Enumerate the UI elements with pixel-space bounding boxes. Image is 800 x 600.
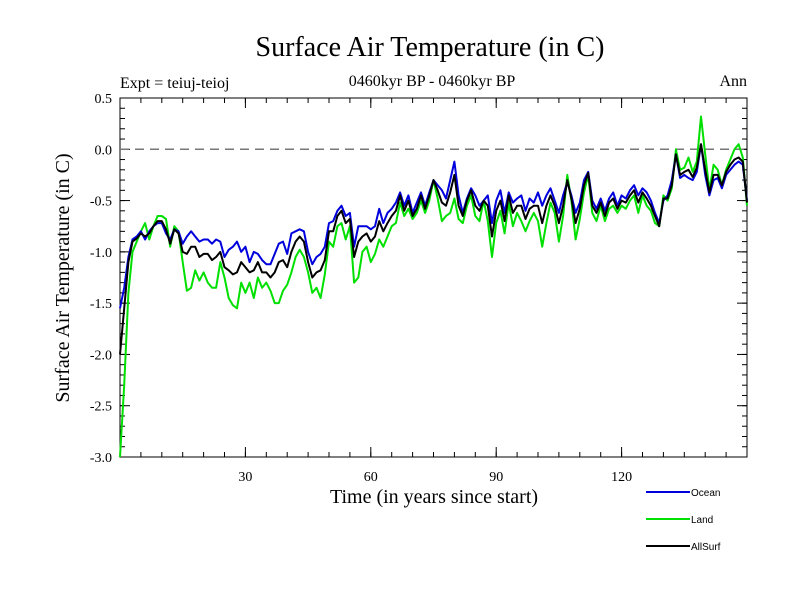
y-tick-label: -0.5 bbox=[90, 195, 112, 210]
x-axis-label: Time (in years since start) bbox=[330, 486, 538, 508]
legend-label-allsurf: AllSurf bbox=[691, 542, 721, 553]
x-tick-label: 60 bbox=[364, 470, 378, 485]
x-axis: 30 60 90 120 bbox=[140, 98, 727, 485]
y-tick-label: -1.5 bbox=[90, 297, 112, 312]
y-tick-label: -2.0 bbox=[90, 348, 112, 363]
series-lines bbox=[119, 115, 748, 458]
legend-label-ocean: Ocean bbox=[691, 488, 720, 499]
x-tick-label: 30 bbox=[238, 470, 252, 485]
season-label: Ann bbox=[719, 73, 747, 90]
series-line-allsurf bbox=[119, 143, 748, 355]
plot-frame bbox=[119, 97, 748, 458]
y-tick-label: -3.0 bbox=[90, 451, 112, 466]
chart-subtitle: 0460kyr BP - 0460kyr BP bbox=[349, 73, 516, 90]
y-axis-label: Surface Air Temperature (in C) bbox=[52, 153, 74, 402]
y-tick-label: 0.5 bbox=[95, 92, 113, 107]
y-tick-label: -1.0 bbox=[90, 246, 112, 261]
legend-label-land: Land bbox=[691, 515, 713, 526]
y-axis: 0.5 0.0 -0.5 -1.0 -1.5 -2.0 -2.5 -3.0 bbox=[90, 92, 747, 466]
chart-title: Surface Air Temperature (in C) bbox=[256, 32, 605, 63]
y-tick-label: -2.5 bbox=[90, 400, 112, 415]
x-tick-label: 90 bbox=[489, 470, 503, 485]
series-line-land bbox=[119, 115, 748, 458]
series-line-ocean bbox=[119, 143, 748, 309]
experiment-label: Expt = teiuj-teioj bbox=[120, 75, 229, 92]
y-tick-label: 0.0 bbox=[95, 143, 113, 158]
x-tick-label: 120 bbox=[611, 470, 632, 485]
legend: Ocean Land AllSurf bbox=[646, 488, 721, 553]
